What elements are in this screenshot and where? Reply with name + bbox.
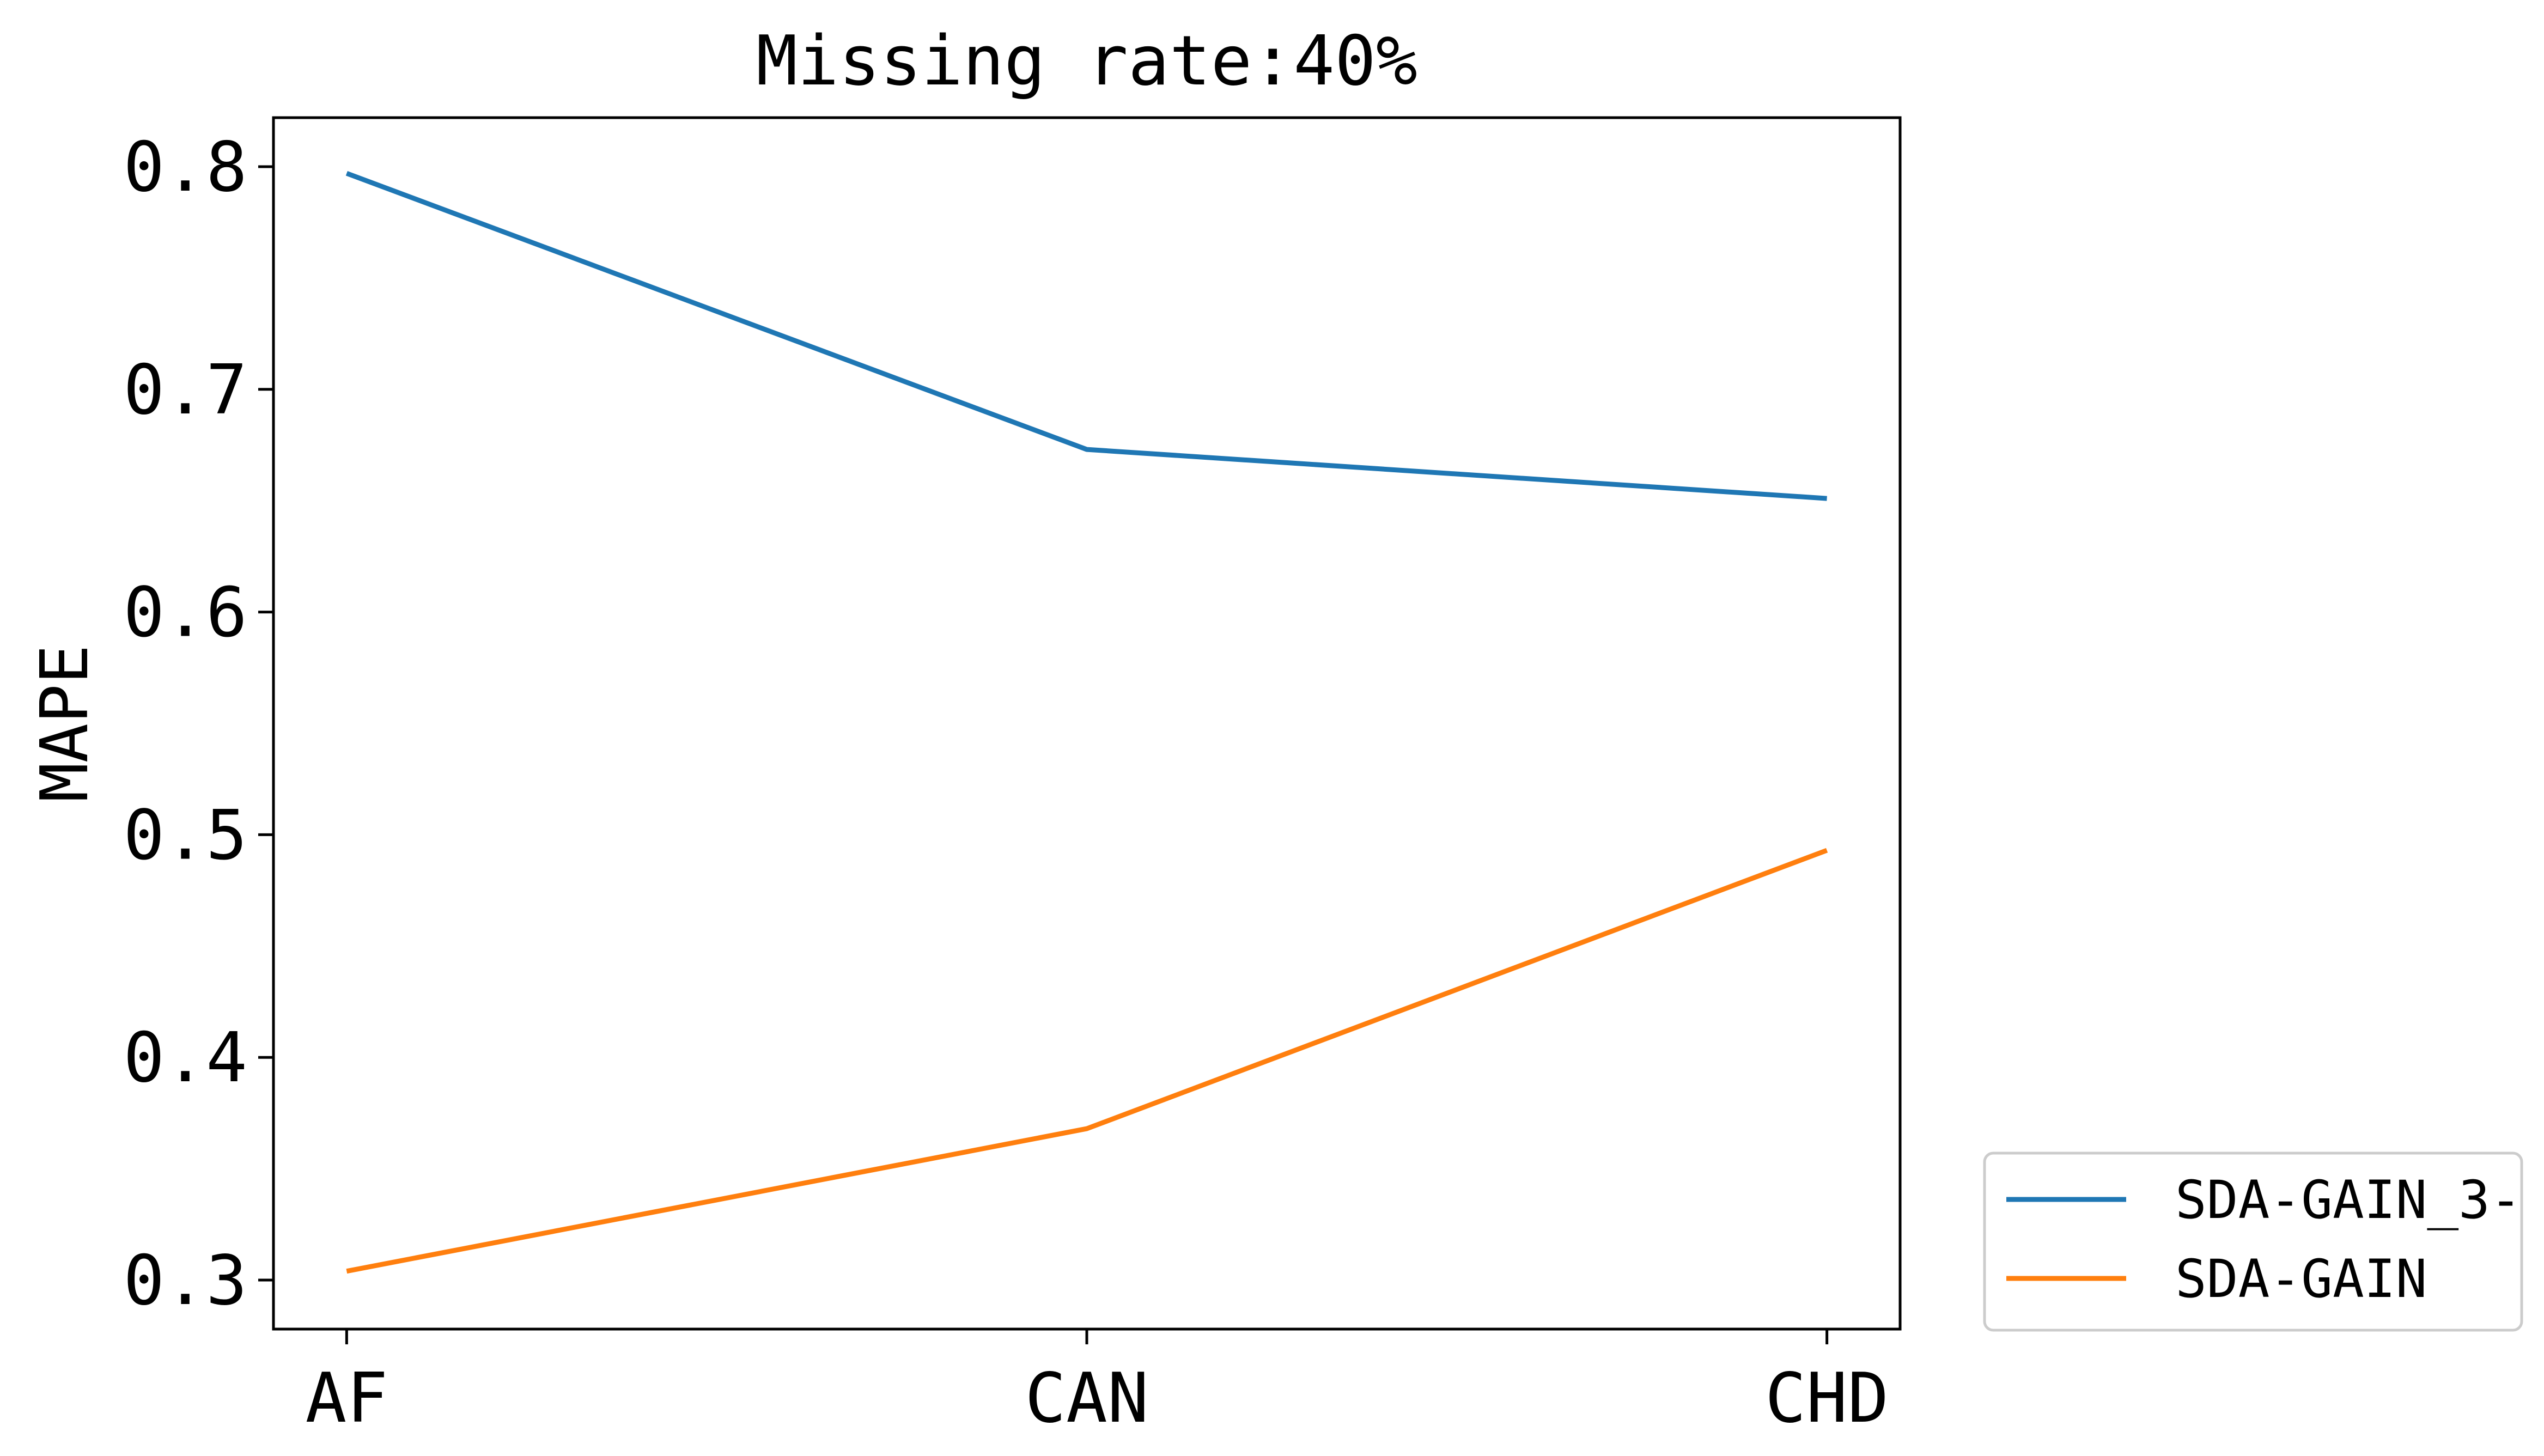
y-tick-label: 0.7	[123, 350, 247, 430]
legend-label: SDA-GAIN_3-	[2175, 1169, 2522, 1230]
y-tick-label: 0.8	[123, 127, 247, 207]
y-axis: 0.3 0.4 0.5 0.6 0.7 0.8	[123, 127, 273, 1320]
plot-frame	[272, 116, 1902, 1331]
series-layer	[345, 170, 1828, 1274]
legend-label: SDA-GAIN	[2175, 1248, 2427, 1309]
x-axis: AF CAN CHD	[306, 1329, 1889, 1438]
legend: SDA-GAIN_3- SDA-GAIN	[1983, 1152, 2523, 1332]
y-tick-label: 0.3	[123, 1240, 247, 1320]
chart-title: Missing rate:40%	[756, 21, 1417, 101]
y-tick-label: 0.6	[123, 572, 247, 653]
series-line-2	[346, 848, 1828, 1274]
y-tick-label: 0.4	[123, 1018, 247, 1098]
series-line-1	[345, 170, 1827, 501]
y-axis-label: MAPE	[27, 645, 103, 802]
y-tick-label: 0.5	[123, 795, 247, 875]
x-tick-label: CHD	[1765, 1358, 1889, 1438]
x-tick-label: AF	[306, 1358, 388, 1438]
x-tick-label: CAN	[1025, 1358, 1149, 1438]
